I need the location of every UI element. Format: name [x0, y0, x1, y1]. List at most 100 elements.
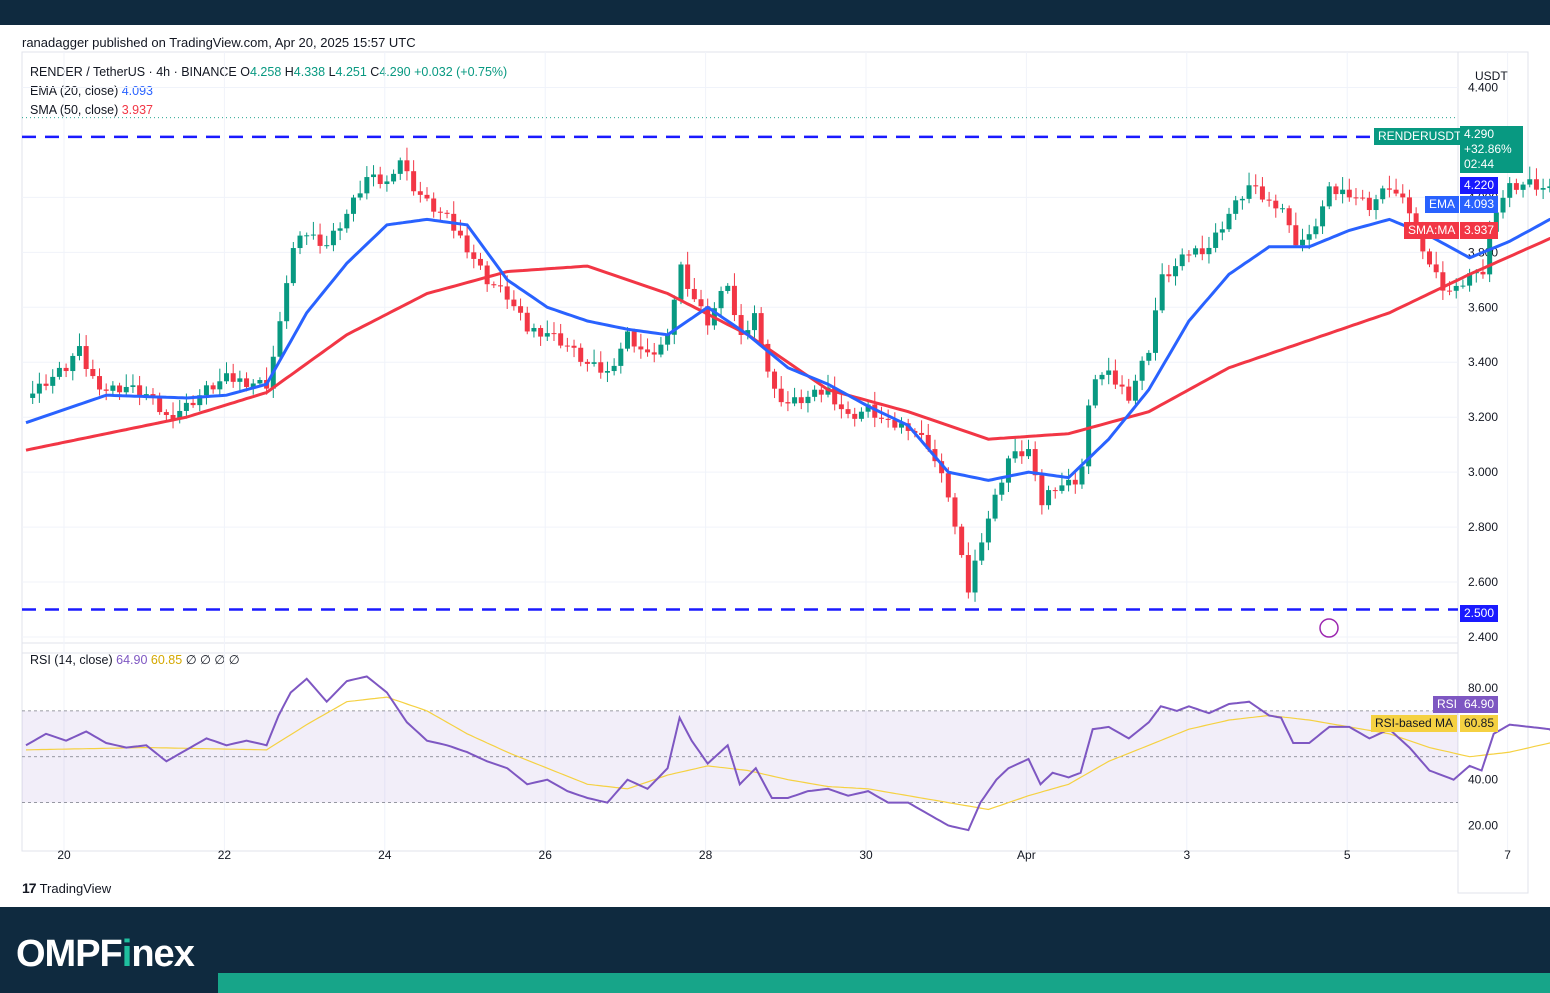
sma-legend[interactable]: SMA (50, close) 3.937	[30, 103, 153, 117]
candle-body	[431, 198, 437, 212]
open-value: 4.258	[250, 65, 282, 79]
candle-body	[1326, 186, 1332, 207]
candle-body	[217, 381, 223, 390]
candle-body	[224, 373, 229, 382]
candle-body	[1279, 208, 1285, 210]
candle-body	[618, 348, 624, 366]
candle-body	[137, 385, 143, 396]
candle-body	[424, 194, 430, 199]
candle-body	[1039, 475, 1045, 506]
candle-body	[377, 174, 383, 185]
top-bar	[0, 0, 1550, 25]
candle-body	[1132, 380, 1138, 401]
candle-body	[1266, 199, 1272, 201]
rsi-legend[interactable]: RSI (14, close) 64.90 60.85 ∅ ∅ ∅ ∅	[30, 653, 240, 667]
price-chart[interactable]: 4.4004.0003.8003.6003.4003.2003.0002.800…	[0, 25, 1550, 907]
candle-body	[344, 213, 350, 229]
candle-body	[718, 290, 724, 309]
axis-unit[interactable]: USDT	[1475, 69, 1508, 83]
rsi-axis-tag: 64.90	[1460, 696, 1499, 713]
candle-body	[1467, 273, 1473, 286]
tradingview-logo[interactable]: 17 TradingView	[22, 880, 112, 896]
close-value: 4.290	[379, 65, 411, 79]
time-tick-label: 26	[539, 848, 553, 862]
candle-body	[919, 432, 925, 435]
candle-body	[1086, 405, 1092, 467]
symbol-name[interactable]: RENDER / TetherUS · 4h · BINANCE	[30, 65, 237, 79]
candle-body	[1246, 185, 1252, 199]
candle-body	[297, 235, 303, 249]
candle-body	[310, 234, 316, 236]
rsi-ma-legend-value: 60.85	[150, 653, 183, 667]
candle-body	[498, 285, 504, 287]
candle-body	[524, 312, 530, 332]
rsi-tick-label: 40.00	[1468, 773, 1498, 787]
candle-body	[999, 482, 1005, 495]
candle-body	[50, 376, 56, 386]
sma50-line	[25, 237, 1550, 452]
candle-body	[1440, 272, 1446, 291]
brand-logo: OMPFinex	[16, 933, 195, 975]
candle-body	[157, 397, 163, 413]
price-tick-label: 3.000	[1468, 465, 1498, 479]
candle-body	[979, 542, 985, 561]
candle-body	[1366, 197, 1372, 211]
candle-body	[411, 171, 417, 192]
price-pane	[21, 51, 1459, 654]
candle-body	[290, 248, 296, 284]
candle-body	[885, 418, 891, 420]
price-tick-label: 3.400	[1468, 355, 1498, 369]
candle-body	[1320, 206, 1326, 227]
candle-body	[304, 235, 310, 237]
candle-body	[1540, 188, 1546, 190]
candle-body	[878, 417, 884, 419]
candle-body	[665, 334, 671, 345]
candle-body	[491, 284, 497, 286]
rsi-ma-line	[25, 696, 1550, 811]
candle-body	[444, 212, 450, 214]
candle-body	[417, 191, 423, 195]
ema20-line	[25, 217, 1550, 482]
candle-body	[391, 173, 397, 182]
candle-body	[939, 461, 945, 474]
candle-body	[1092, 379, 1098, 406]
candle-body	[658, 344, 664, 355]
candle-body	[1052, 490, 1058, 492]
candle-body	[210, 385, 216, 390]
candle-body	[852, 413, 858, 419]
candle-body	[725, 285, 731, 291]
candle-body	[1106, 370, 1112, 375]
candle-body	[518, 306, 524, 313]
candle-body	[1159, 274, 1165, 311]
candle-body	[56, 367, 62, 377]
candle-body	[531, 327, 537, 332]
candle-body	[778, 388, 784, 403]
candle-body	[1507, 183, 1513, 198]
candle-body	[397, 160, 403, 174]
candle-body	[1513, 183, 1519, 190]
candle-body	[1259, 186, 1265, 200]
candle-body	[1313, 226, 1319, 235]
candle-body	[123, 386, 129, 393]
candle-body	[598, 362, 604, 373]
sma-axis-name: SMA:MA	[1404, 222, 1460, 239]
price-tick-label: 3.200	[1468, 410, 1498, 424]
candle-body	[772, 371, 778, 389]
candle-body	[1480, 271, 1486, 275]
candle-body	[645, 349, 651, 353]
candle-body	[36, 383, 42, 394]
candle-body	[1126, 386, 1132, 401]
candle-body	[464, 235, 470, 253]
candle-body	[858, 411, 864, 419]
candle-body	[604, 371, 610, 373]
ema-axis-name: EMA	[1425, 196, 1460, 213]
candle-body	[63, 367, 69, 372]
candle-body	[551, 333, 557, 335]
time-tick-label: Apr	[1017, 848, 1036, 862]
candle-body	[945, 473, 951, 498]
candle-body	[110, 385, 116, 391]
candle-body	[738, 315, 744, 335]
candle-body	[1219, 229, 1225, 233]
chart-card: ranadagger published on TradingView.com,…	[0, 25, 1550, 907]
candle-body	[1199, 248, 1205, 255]
